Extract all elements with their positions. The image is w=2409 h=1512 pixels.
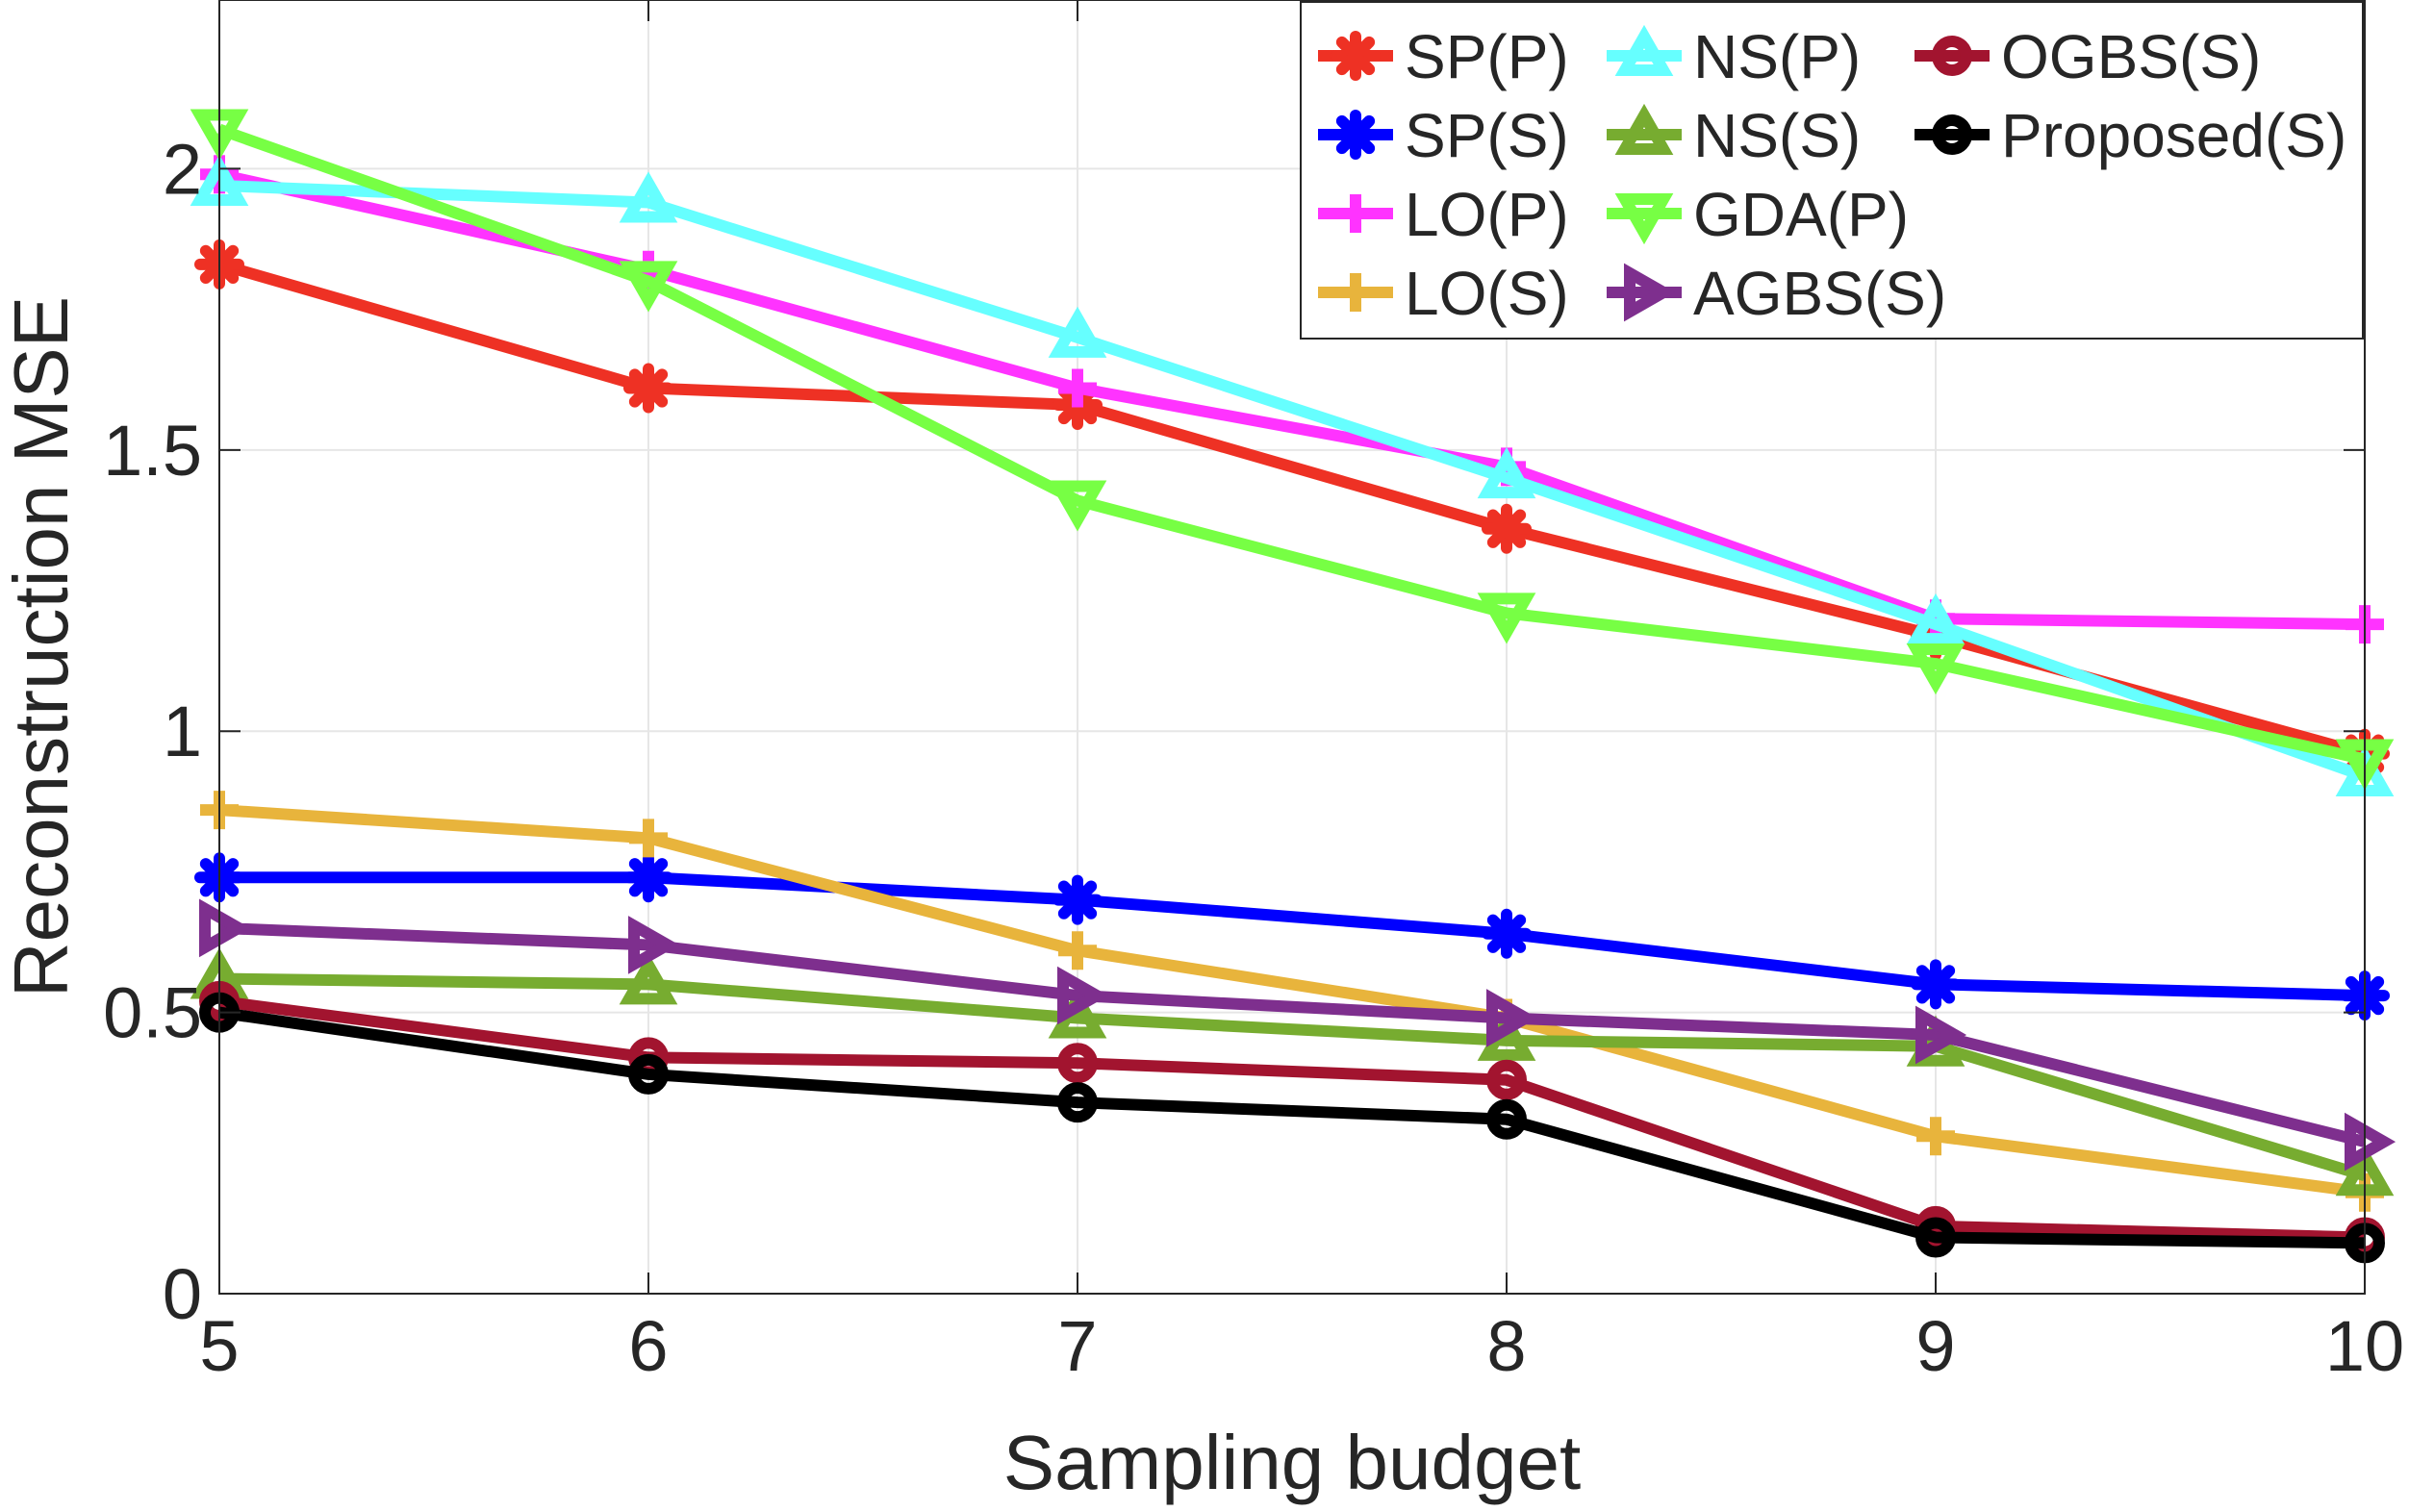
data-point [1058, 368, 1097, 408]
data-point [1906, 593, 1965, 645]
legend-marker [1932, 114, 1972, 155]
legend-marker [1331, 31, 1381, 81]
data-point [1915, 1005, 1967, 1065]
legend-entry-lo-p: LO(P) [1318, 180, 1569, 249]
axis-ticks: 5 6 7 8 9 10 0 0.5 1 1.5 2 [103, 0, 2404, 1386]
legend-entry-sp-s: SP(S) [1318, 101, 1569, 170]
series-line-ns-s [218, 972, 2367, 1181]
series-line-lo-s [218, 804, 2366, 1198]
x-tick-label: 5 [199, 1306, 239, 1386]
y-tick-label: 0 [163, 1254, 202, 1334]
data-point [1048, 480, 1107, 532]
x-tick-label: 8 [1486, 1306, 1526, 1386]
legend-entry-ogbs-s: OGBS(S) [1915, 22, 2261, 91]
x-tick-label: 6 [628, 1306, 668, 1386]
y-tick-label: 1.5 [103, 411, 202, 491]
legend-marker [1336, 194, 1375, 233]
series-gda-p [190, 109, 2395, 791]
legend-label: Proposed(S) [2001, 101, 2346, 170]
data-point [619, 953, 678, 1005]
x-tick-label: 10 [2325, 1306, 2404, 1386]
data-point [1486, 989, 1538, 1047]
data-point [1477, 592, 1536, 644]
legend-label: AGBS(S) [1693, 259, 1946, 328]
data-point [628, 1053, 669, 1095]
series-line-proposed-s [218, 1006, 2366, 1249]
data-point [1915, 1217, 1956, 1258]
data-point [1048, 306, 1107, 358]
data-point [628, 916, 680, 974]
data-point [1052, 874, 1103, 925]
x-tick-label: 7 [1057, 1306, 1097, 1386]
data-point [1911, 959, 1961, 1010]
legend-entry-gda-p: GDA(P) [1607, 180, 1909, 249]
data-point [1482, 503, 1532, 554]
y-tick-label: 2 [163, 129, 202, 209]
legend-marker [1624, 263, 1676, 322]
legend-label: LO(P) [1405, 180, 1569, 249]
data-point [1057, 1082, 1098, 1123]
data-point [623, 363, 673, 414]
data-point [1058, 931, 1097, 970]
legend-marker [1614, 24, 1674, 76]
series-line-agbs-s [218, 921, 2367, 1147]
legend-label: SP(S) [1405, 101, 1569, 170]
legend-marker [1614, 193, 1674, 245]
legend-entry-sp-p: SP(P) [1318, 22, 1569, 91]
legend-entry-lo-s: LO(S) [1318, 259, 1569, 328]
legend-label: NS(P) [1693, 22, 1861, 91]
x-axis-label: Sampling budget [1003, 1420, 1581, 1505]
legend-marker [1336, 273, 1375, 312]
data-point [1906, 643, 1965, 695]
data-point [199, 898, 251, 958]
legend-label: LO(S) [1405, 259, 1569, 328]
legend-box [1300, 1, 2364, 340]
data-point [1057, 966, 1109, 1025]
legend-entry-proposed-s: Proposed(S) [1915, 101, 2346, 170]
y-axis-label: Reconstruction MSE [0, 296, 84, 997]
y-tick-label: 1 [163, 692, 202, 771]
legend-entry-ns-s: NS(S) [1607, 101, 1861, 170]
data-point [1486, 1059, 1527, 1100]
data-point [1477, 446, 1536, 499]
legend-entry-ns-p: NS(P) [1607, 22, 1861, 91]
legend-marker [1614, 103, 1674, 155]
legend-marker [1932, 36, 1972, 76]
data-point [1482, 908, 1532, 959]
series-line-gda-p [216, 123, 2367, 766]
legend-entry-agbs-s: AGBS(S) [1607, 259, 1946, 328]
plot-series [190, 109, 2396, 1264]
data-point [619, 171, 678, 223]
y-tick-label: 0.5 [103, 973, 202, 1053]
series-agbs-s [199, 898, 2396, 1172]
series-line-ogbs-s [218, 995, 2366, 1244]
legend-label: NS(S) [1693, 101, 1861, 170]
data-point [619, 261, 678, 313]
legend-label: GDA(P) [1693, 180, 1909, 249]
series-line-sp-s [219, 871, 2366, 1002]
data-point [1916, 1117, 1955, 1156]
legend-label: SP(P) [1405, 22, 1569, 91]
data-point [1057, 1043, 1098, 1084]
data-point [629, 819, 668, 858]
series-sp-s [194, 852, 2390, 1021]
data-point [623, 852, 673, 903]
series-line-ns-p [218, 179, 2368, 782]
data-point [2345, 1112, 2396, 1172]
data-point [1486, 1098, 1527, 1140]
plot-frame [218, 0, 2366, 1295]
legend-marker [1331, 110, 1381, 160]
legend-label: OGBS(S) [2001, 22, 2261, 91]
legend: SP(P) SP(S) LO(P) LO(S) NS(P) NS(S) GDA(P) AGBS… [1300, 1, 2364, 340]
x-tick-label: 9 [1915, 1306, 1955, 1386]
